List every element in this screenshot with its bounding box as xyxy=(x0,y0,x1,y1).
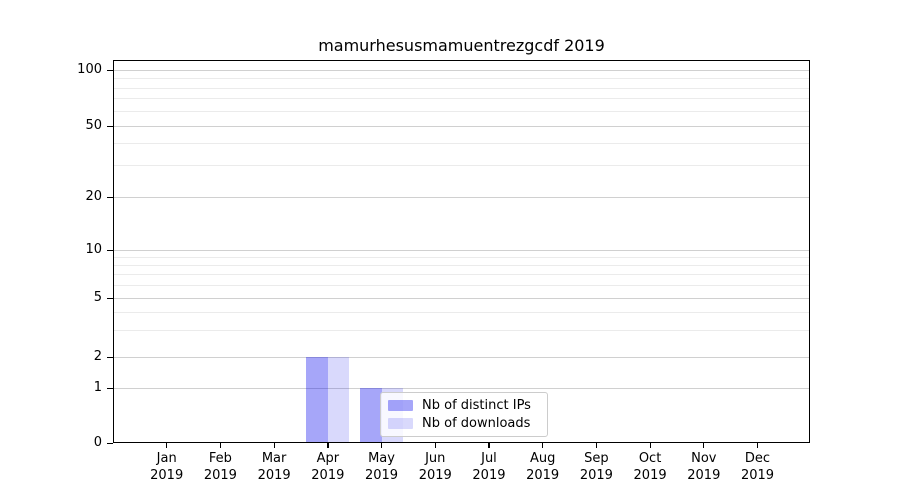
legend: Nb of distinct IPs Nb of downloads xyxy=(380,392,548,437)
legend-swatch-downloads xyxy=(388,417,413,429)
y-tick-label-2: 2 xyxy=(93,349,102,364)
x-tick-label-dec: Dec 2019 xyxy=(740,451,775,483)
gridline-minor-80 xyxy=(114,87,809,89)
y-tick-label-100: 100 xyxy=(77,62,102,77)
gridline-major-20 xyxy=(114,196,809,198)
x-tick-label-jul: Jul 2019 xyxy=(472,451,506,483)
chart-title: mamurhesusmamuentrezgcdf 2019 xyxy=(318,36,605,55)
x-tick-mark-apr xyxy=(327,443,329,448)
x-tick-mark-sep xyxy=(595,443,598,448)
x-tick-mark-mar xyxy=(273,443,275,448)
x-tick-label-oct: Oct 2019 xyxy=(633,451,667,483)
legend-entry-downloads: Nb of downloads xyxy=(388,415,540,432)
gridline-major-1 xyxy=(114,387,809,389)
y-tick-label-1: 1 xyxy=(93,380,102,395)
x-tick-mark-oct xyxy=(649,443,651,448)
y-tick-mark-1 xyxy=(107,387,113,389)
y-tick-mark-10 xyxy=(107,249,113,251)
x-tick-mark-may xyxy=(381,443,383,448)
gridline-major-10 xyxy=(114,249,809,251)
bar-apr-distinct-ips xyxy=(306,357,328,442)
x-tick-mark-dec xyxy=(757,443,759,448)
y-tick-label-5: 5 xyxy=(93,290,102,305)
gridline-minor-90 xyxy=(114,78,809,79)
y-tick-mark-0 xyxy=(107,442,113,444)
x-tick-label-mar: Mar 2019 xyxy=(257,451,291,483)
y-tick-label-0: 0 xyxy=(93,435,102,450)
gridline-major-2 xyxy=(114,356,809,358)
y-tick-mark-20 xyxy=(107,196,113,198)
x-tick-mark-aug xyxy=(542,443,544,448)
y-tick-label-50: 50 xyxy=(85,118,102,133)
gridline-minor-3 xyxy=(114,330,809,332)
x-tick-mark-nov xyxy=(703,443,705,448)
y-tick-label-20: 20 xyxy=(85,189,102,204)
y-tick-mark-2 xyxy=(107,356,113,358)
gridline-minor-7 xyxy=(114,274,809,276)
gridline-minor-9 xyxy=(114,256,809,258)
x-tick-label-jan: Jan 2019 xyxy=(150,451,184,483)
legend-label-downloads: Nb of downloads xyxy=(422,415,531,431)
gridline-minor-6 xyxy=(114,284,809,286)
gridline-minor-60 xyxy=(114,110,809,112)
legend-entry-distinct-ips: Nb of distinct IPs xyxy=(388,397,540,414)
legend-swatch-distinct-ips xyxy=(388,400,413,412)
x-tick-label-apr: Apr 2019 xyxy=(311,451,345,483)
gridline-minor-8 xyxy=(114,264,809,266)
x-tick-label-aug: Aug 2019 xyxy=(526,451,560,483)
x-tick-label-sep: Sep 2019 xyxy=(579,451,613,483)
x-tick-mark-jun xyxy=(434,443,436,448)
bars-layer xyxy=(114,61,809,442)
y-tick-label-10: 10 xyxy=(85,242,102,257)
x-tick-label-feb: Feb 2019 xyxy=(203,451,237,483)
legend-label-distinct-ips: Nb of distinct IPs xyxy=(422,398,531,414)
x-tick-mark-jan xyxy=(166,443,168,448)
bar-apr-downloads xyxy=(327,357,350,442)
gridline-major-100 xyxy=(114,69,809,71)
y-tick-mark-100 xyxy=(107,69,113,71)
gridline-minor-4 xyxy=(114,311,809,313)
x-tick-label-nov: Nov 2019 xyxy=(687,451,721,483)
grid-layer xyxy=(114,61,809,442)
gridline-major-5 xyxy=(114,297,809,299)
gridline-minor-70 xyxy=(114,98,809,100)
gridline-minor-40 xyxy=(114,142,809,144)
gridline-minor-30 xyxy=(114,165,809,167)
gridline-major-50 xyxy=(114,125,809,127)
x-tick-label-jun: Jun 2019 xyxy=(418,451,452,483)
x-tick-mark-feb xyxy=(219,443,222,448)
y-tick-mark-50 xyxy=(107,125,113,127)
plot-area: Nb of distinct IPs Nb of downloads xyxy=(113,60,810,443)
y-tick-mark-5 xyxy=(107,297,113,299)
x-tick-label-may: May 2019 xyxy=(364,451,399,483)
x-tick-mark-jul xyxy=(488,443,490,448)
bar-may-distinct-ips xyxy=(360,388,382,442)
